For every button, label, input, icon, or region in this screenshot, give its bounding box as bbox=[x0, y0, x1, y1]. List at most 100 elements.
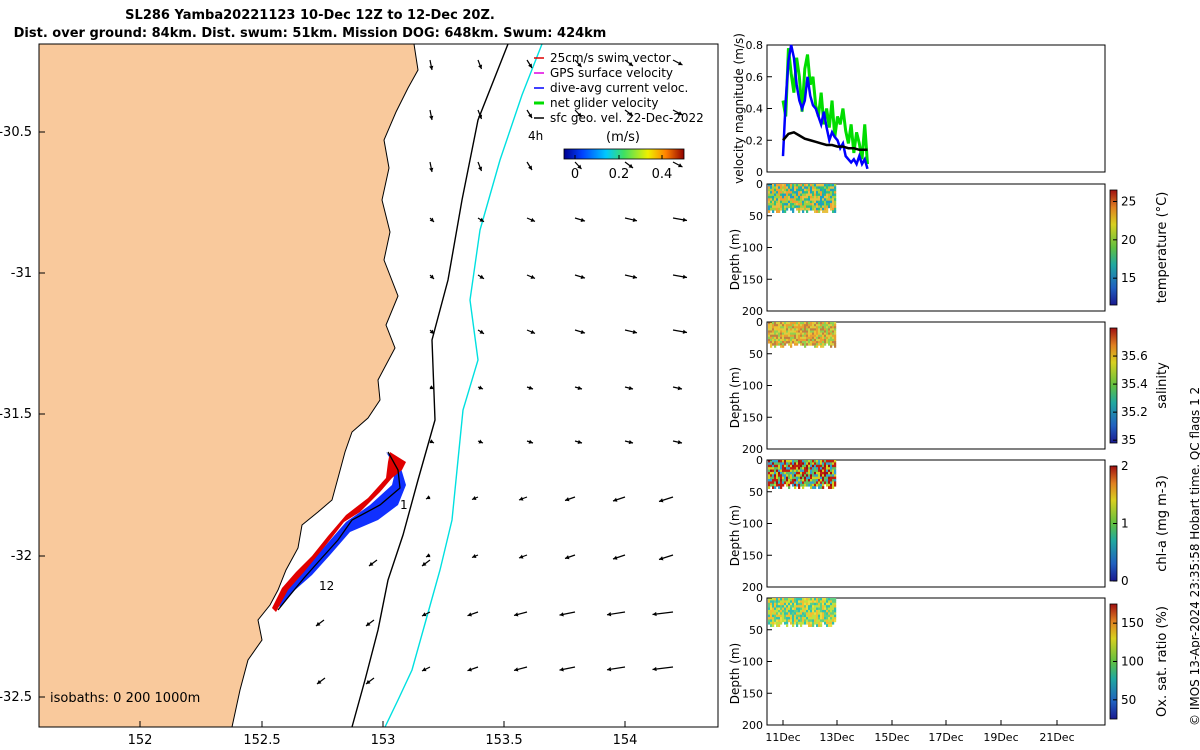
heatmap-cell bbox=[808, 624, 811, 627]
heatmap-cell bbox=[772, 460, 775, 463]
heatmap-cell bbox=[822, 203, 825, 206]
heatmap-cell bbox=[770, 184, 773, 187]
heatmap-cell bbox=[774, 207, 777, 211]
heatmap-cell bbox=[828, 186, 831, 190]
heatmap-cell bbox=[792, 460, 795, 463]
heatmap-cell bbox=[794, 341, 797, 344]
heatmap-cell bbox=[826, 481, 829, 485]
heatmap-cell bbox=[812, 336, 815, 340]
heatmap-cell bbox=[830, 483, 833, 487]
heatmap-cell bbox=[794, 479, 797, 482]
heatmap-cell bbox=[814, 464, 817, 468]
heatmap-cell bbox=[800, 207, 803, 211]
heatmap-cell bbox=[826, 600, 829, 604]
heatmap-cell bbox=[816, 200, 819, 204]
heatmap-cell bbox=[782, 471, 785, 475]
heatmap-cell bbox=[796, 324, 799, 327]
heatmap-cell bbox=[770, 343, 773, 346]
heatmap-cell bbox=[824, 203, 827, 206]
heatmap-cell bbox=[832, 476, 835, 480]
heatmap-cell bbox=[816, 186, 819, 190]
velocity-arrow bbox=[477, 274, 485, 280]
heatmap-cell bbox=[786, 602, 789, 606]
heatmap-cell bbox=[804, 617, 807, 620]
heatmap-cell bbox=[778, 191, 781, 194]
heatmap-cell bbox=[800, 334, 803, 338]
heatmap-cell bbox=[792, 621, 795, 625]
heatmap-cell bbox=[796, 619, 799, 623]
heatmap-cell bbox=[812, 476, 815, 480]
heatmap-cell bbox=[780, 336, 783, 340]
heatmap-cell bbox=[768, 332, 771, 336]
heatmap-cell bbox=[770, 471, 773, 475]
heatmap-cell bbox=[790, 200, 793, 204]
heatmap-cell bbox=[816, 474, 819, 478]
heatmap-cell bbox=[834, 345, 837, 348]
heatmap-cell bbox=[798, 336, 801, 340]
heatmap-cell bbox=[816, 598, 819, 601]
heatmap-cell bbox=[814, 193, 817, 197]
heatmap-cell bbox=[800, 203, 803, 206]
heatmap-cell bbox=[812, 203, 815, 206]
heatmap-cell bbox=[828, 621, 831, 625]
velocity-arrow bbox=[672, 440, 683, 445]
heatmap-cell bbox=[796, 598, 799, 601]
heatmap-cell bbox=[774, 469, 777, 473]
heatmap-cell bbox=[828, 343, 831, 346]
heatmap-cell bbox=[768, 322, 771, 325]
heatmap-cell bbox=[828, 612, 831, 616]
heatmap-cell bbox=[820, 184, 823, 187]
heatmap-cell bbox=[820, 205, 823, 209]
legend-entry: 25cm/s swim vector bbox=[534, 51, 671, 65]
heatmap-cell bbox=[830, 486, 833, 489]
heatmap-cell bbox=[810, 205, 813, 209]
heatmap-cell bbox=[794, 322, 797, 325]
heatmap-cell bbox=[784, 617, 787, 620]
heatmap-cell bbox=[796, 332, 799, 336]
heatmap-cell bbox=[804, 605, 807, 608]
heatmap-cell bbox=[802, 621, 805, 625]
heatmap-cell bbox=[796, 334, 799, 338]
heatmap-cell bbox=[784, 203, 787, 206]
velocity-arrow bbox=[612, 496, 626, 502]
heatmap-cell bbox=[800, 605, 803, 608]
heatmap-cell bbox=[770, 476, 773, 480]
heatmap-cell bbox=[776, 210, 779, 213]
heatmap-cell bbox=[826, 483, 829, 487]
heatmap-cell bbox=[820, 467, 823, 470]
velocity-arrow bbox=[574, 385, 583, 390]
heatmap-cell bbox=[824, 598, 827, 601]
heatmap-cell bbox=[780, 341, 783, 344]
heatmap-cell bbox=[790, 612, 793, 616]
heatmap-cell bbox=[812, 322, 815, 325]
heatmap-cell bbox=[818, 205, 821, 209]
heatmap-cell bbox=[796, 336, 799, 340]
heatmap-cell bbox=[774, 191, 777, 194]
heatmap-cell bbox=[818, 619, 821, 623]
heatmap-cell bbox=[822, 188, 825, 192]
heatmap-cell bbox=[820, 607, 823, 611]
heatmap-cell bbox=[812, 341, 815, 344]
heatmap-cell bbox=[786, 338, 789, 342]
heatmap-cell bbox=[832, 324, 835, 327]
heatmap-cell bbox=[782, 195, 785, 199]
heatmap-cell bbox=[782, 210, 785, 213]
heatmap-cell bbox=[822, 324, 825, 327]
heatmap-cell bbox=[792, 609, 795, 613]
heatmap-cell bbox=[798, 617, 801, 620]
heatmap-cell bbox=[792, 338, 795, 342]
heatmap-cell bbox=[768, 341, 771, 344]
heatmap-cell bbox=[774, 609, 777, 613]
heatmap-cell bbox=[826, 326, 829, 329]
heatmap-cell bbox=[790, 330, 793, 333]
heatmap-cell bbox=[830, 332, 833, 336]
heatmap-cell bbox=[776, 324, 779, 327]
heatmap-cell bbox=[780, 334, 783, 338]
heatmap-cell bbox=[768, 469, 771, 473]
heatmap-cell bbox=[804, 619, 807, 623]
heatmap-cell bbox=[798, 474, 801, 478]
heatmap-cell bbox=[776, 198, 779, 202]
heatmap-cell bbox=[776, 479, 779, 482]
heatmap-cell bbox=[804, 205, 807, 209]
heatmap-cell bbox=[824, 619, 827, 623]
